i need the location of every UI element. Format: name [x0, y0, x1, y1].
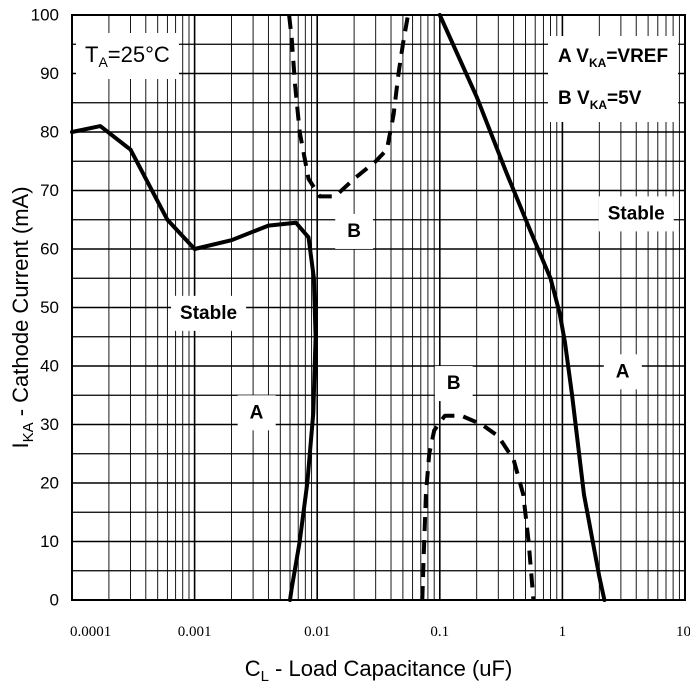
temperature-label: TA=25°C: [76, 33, 179, 79]
y-tick-label: 80: [40, 123, 59, 142]
y-tick-label: 40: [40, 357, 59, 376]
legend-entry-b: B VKA=5V: [558, 88, 642, 112]
y-tick-label: 70: [40, 181, 59, 200]
y-tick-label: 60: [40, 240, 59, 259]
x-axis-title-sub: L: [261, 668, 269, 685]
region-label-b: B: [447, 373, 461, 394]
x-tick-labels: 0.0001 0.001 0.01 0.1 1 10: [70, 624, 690, 640]
y-axis-title-sub: KA: [20, 422, 37, 442]
region-label-background: [237, 395, 276, 431]
x-tick-label: 0.1: [430, 624, 449, 640]
series-b-curve-4: [420, 413, 536, 601]
legend: A VKA=VREF B VKA=5V: [548, 36, 679, 122]
y-tick-label: 50: [40, 298, 59, 317]
region-label-background: [171, 295, 247, 331]
y-tick-label: 90: [40, 64, 59, 83]
series-a-curve-3: [437, 13, 607, 602]
region-label-background: [434, 366, 473, 402]
y-tick-label: 20: [40, 474, 59, 493]
region-label-stable: Stable: [180, 303, 237, 324]
x-tick-label: 1: [559, 624, 567, 640]
x-tick-label: 0.0001: [70, 624, 111, 640]
y-axis-title: IKA - Cathode Current (mA): [8, 186, 37, 448]
plot-frame: [71, 14, 686, 601]
legend-entry-a: A VKA=VREF: [558, 46, 668, 70]
annotation-labels: Stable Stable A A B B: [171, 196, 674, 431]
y-tick-label: 0: [50, 591, 59, 610]
series-b-curve-2: [287, 14, 410, 199]
y-tick-label: 100: [31, 6, 59, 25]
series-lines: [70, 13, 607, 602]
region-label-stable: Stable: [608, 203, 665, 224]
region-label-background: [335, 213, 373, 249]
region-label-a: A: [616, 361, 630, 382]
x-tick-label: 10: [676, 624, 690, 640]
svg-text:TA=25°C: TA=25°C: [85, 42, 170, 70]
y-tick-label: 30: [40, 415, 59, 434]
x-tick-label: 0.01: [304, 624, 330, 640]
x-axis-title: CL - Load Capacitance (uF): [245, 656, 513, 685]
region-label-background: [603, 354, 642, 390]
y-tick-label: 10: [40, 532, 59, 551]
series-a-curve-1: [70, 124, 318, 602]
x-tick-label: 0.001: [178, 624, 212, 640]
region-label-b: B: [347, 221, 361, 242]
region-label-a: A: [250, 402, 264, 423]
y-tick-labels: 0 10 20 30 40 50 60 70 80 90 100: [31, 6, 59, 610]
region-label-background: [598, 196, 674, 232]
